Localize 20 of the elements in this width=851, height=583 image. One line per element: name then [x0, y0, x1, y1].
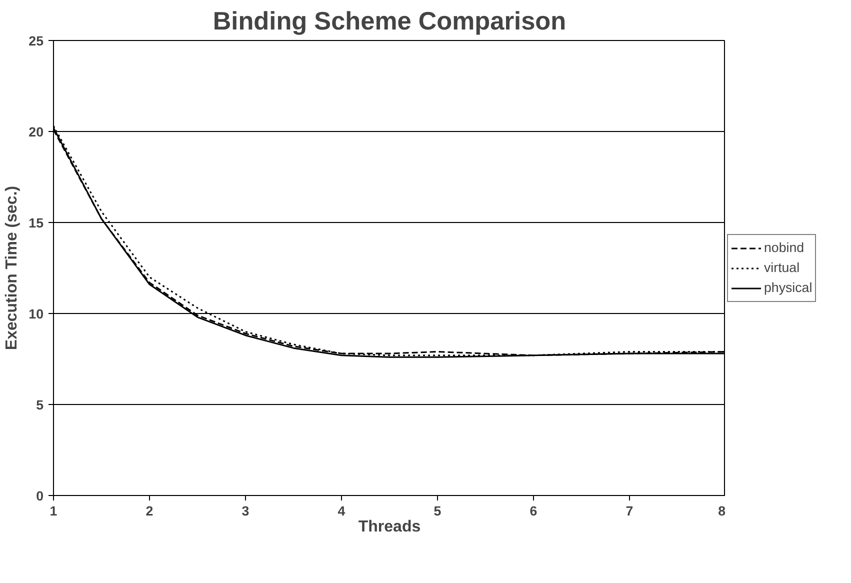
legend-label: nobind	[764, 240, 804, 255]
legend-label: virtual	[764, 260, 800, 275]
x-tick-label: 3	[242, 504, 250, 518]
x-tick-label: 5	[434, 504, 442, 518]
x-tick-label: 2	[146, 504, 154, 518]
y-tick-label: 25	[28, 34, 44, 48]
y-axis-title: Execution Time (sec.)	[4, 186, 21, 350]
x-axis-title: Threads	[358, 518, 421, 536]
x-tick-label: 7	[626, 504, 634, 518]
x-tick-label: 8	[718, 504, 726, 518]
legend-label: physical	[764, 280, 812, 295]
y-tick-label: 0	[36, 488, 44, 504]
y-tick-label: 10	[28, 306, 44, 322]
x-tick-label: 4	[338, 504, 346, 518]
x-tick-label: 6	[530, 504, 538, 518]
y-tick-label: 5	[36, 398, 44, 412]
x-tick-label: 1	[50, 504, 58, 518]
y-tick-label: 20	[28, 124, 44, 140]
chart-title: Binding Scheme Comparison	[212, 8, 566, 36]
y-tick-label: 15	[28, 216, 44, 230]
